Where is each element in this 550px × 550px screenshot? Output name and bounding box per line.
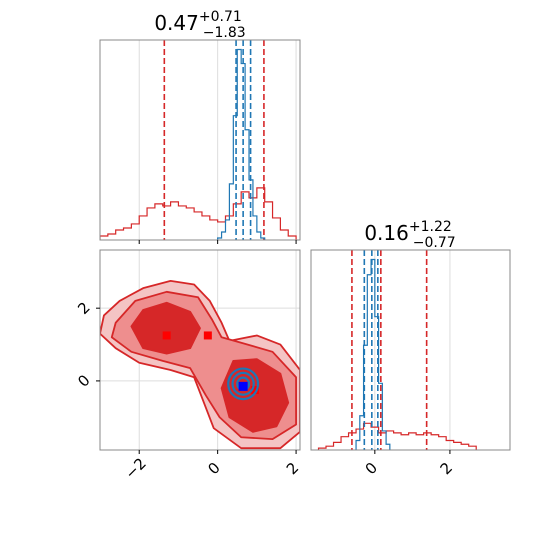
- right-title-upper: +1.22: [409, 219, 452, 235]
- joint-blue-contour-0: [227, 367, 260, 401]
- joint-tick-label-y-1: 2: [74, 298, 93, 317]
- joint-blue-marker-0: [238, 381, 248, 391]
- joint-contour-level-2: [130, 301, 201, 355]
- joint-contour-level-3: [220, 358, 290, 433]
- right-title-value: 0.16: [364, 221, 409, 245]
- right-histogram-series-0: [317, 422, 477, 450]
- joint-tick-label-x-1: 0: [204, 459, 223, 478]
- top-panel-plot-area: [100, 40, 297, 240]
- panel-top-marginal: 0.47+0.71 −1.83: [99, 9, 301, 244]
- right-panel-title: 0.16+1.22 −0.77: [364, 219, 455, 251]
- top-panel-ticks: [138, 240, 297, 244]
- joint-tick-label-x-2: 2: [283, 459, 302, 478]
- right-tick-label-x-1: 2: [437, 459, 456, 478]
- top-title-lower: −1.83: [203, 25, 246, 41]
- right-tick-label-x-0: 0: [362, 459, 381, 478]
- top-panel-grid: [138, 40, 297, 240]
- joint-red-marker-0: [162, 331, 171, 340]
- top-panel-title: 0.47+0.71 −1.83: [154, 9, 245, 41]
- top-histogram-series-1: [217, 48, 266, 240]
- top-panel-background: [100, 40, 300, 240]
- right-panel-plot-area: [317, 250, 477, 450]
- right-panel-background: [311, 250, 510, 450]
- right-title-lower: −0.77: [413, 235, 456, 251]
- joint-tick-label-y-0: 0: [74, 371, 93, 390]
- joint-red-marker-1: [203, 331, 212, 340]
- top-panel-frame: [99, 39, 301, 241]
- joint-red-marker-2: [250, 386, 259, 394]
- joint-panel-plot-area: [100, 280, 300, 450]
- right-histogram-series-1: [355, 258, 391, 450]
- panel-joint-contour: −2 0 2 0 2: [74, 249, 302, 483]
- top-title-value: 0.47: [154, 11, 199, 35]
- joint-blue-contour-1: [231, 371, 255, 396]
- right-panel-frame: [310, 249, 511, 451]
- joint-panel-frame: [99, 249, 301, 451]
- joint-tick-label-x-0: −2: [121, 454, 149, 482]
- top-title-upper: +0.71: [199, 9, 242, 25]
